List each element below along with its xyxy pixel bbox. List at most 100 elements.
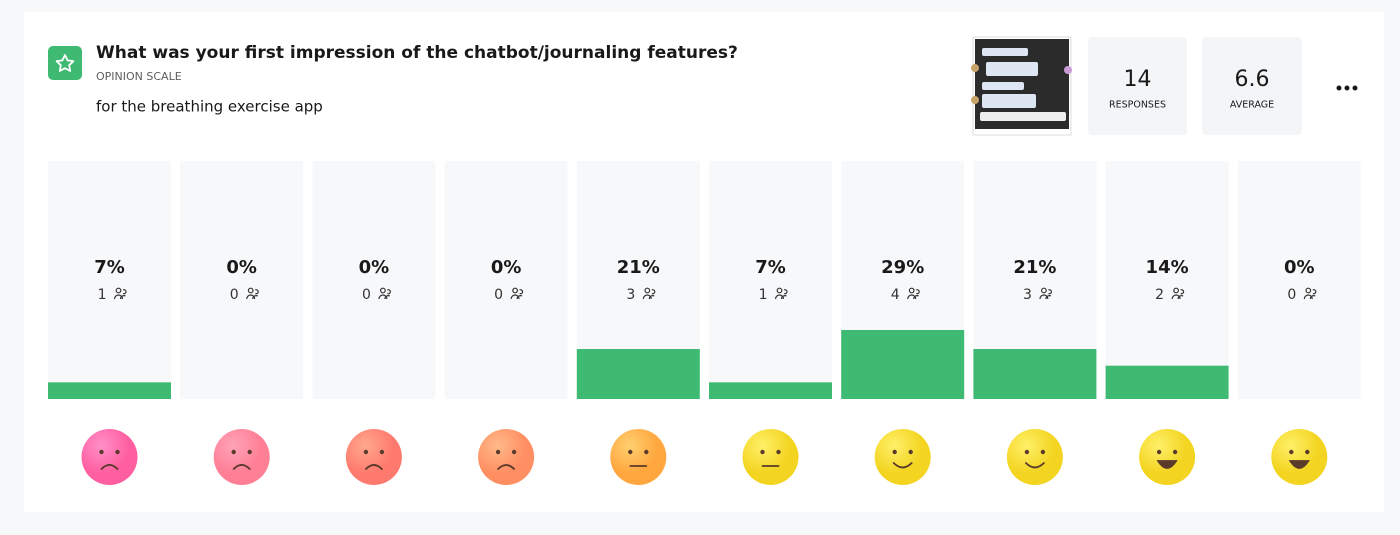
face-eye: [363, 449, 369, 455]
people-icon: [1303, 287, 1317, 300]
face-mouth: [497, 464, 515, 470]
face-eye: [908, 449, 913, 455]
face-eye: [776, 449, 781, 455]
more-menu[interactable]: [1336, 85, 1358, 91]
star-icon: [55, 54, 75, 72]
chat-bubble: [982, 94, 1036, 108]
option-column: [1105, 161, 1229, 399]
face-mouth: [232, 464, 251, 470]
response-count: 1: [98, 287, 107, 303]
question-type: OPINION SCALE: [96, 70, 182, 83]
face-eye: [628, 449, 633, 455]
question-title: What was your first impression of the ch…: [96, 43, 738, 63]
avatar: [1064, 66, 1072, 74]
people-icon: [774, 287, 788, 300]
face-eye: [892, 449, 897, 455]
face-eye: [760, 449, 765, 455]
face: [213, 429, 270, 485]
face-mouth: [892, 462, 913, 469]
face-eye: [1024, 449, 1030, 455]
option-column: [444, 161, 568, 399]
people-icon: [510, 287, 524, 300]
thumbnail[interactable]: [971, 36, 1072, 136]
people-icon: [907, 287, 920, 300]
response-count: 4: [891, 287, 900, 303]
percent-label: 21%: [1013, 257, 1056, 278]
bar: [1105, 365, 1229, 399]
percent-label: 0%: [359, 257, 390, 278]
percent-label: 0%: [226, 257, 257, 278]
percent-label: 0%: [1284, 257, 1315, 278]
option-column: [180, 161, 304, 399]
menu-dot: [1336, 85, 1342, 91]
face-mouth: [1288, 460, 1310, 469]
question-description: for the breathing exercise app: [96, 98, 323, 116]
face-eye: [1156, 449, 1162, 455]
bar: [841, 329, 965, 399]
face-eye: [247, 449, 252, 455]
response-count: 0: [230, 287, 239, 303]
face: [874, 429, 931, 485]
face-eye: [511, 449, 517, 455]
people-icon: [246, 287, 259, 300]
face: [610, 429, 667, 485]
stat-box: [1202, 37, 1302, 135]
response-count: 3: [1023, 287, 1032, 303]
people-icon: [378, 287, 391, 300]
face-eye: [1289, 449, 1294, 455]
stat-box: [1088, 37, 1187, 135]
face-eye: [1305, 449, 1310, 455]
option-column: [1237, 161, 1361, 399]
stat-label: AVERAGE: [1230, 100, 1274, 111]
percent-label: 7%: [755, 257, 786, 278]
face-eye: [495, 449, 501, 455]
response-count: 1: [759, 287, 768, 303]
menu-dot: [1352, 85, 1358, 91]
percent-label: 0%: [491, 257, 522, 278]
face: [1006, 429, 1063, 485]
face-eye: [644, 449, 649, 455]
chat-input: [980, 112, 1066, 121]
chat-bubble: [982, 82, 1024, 90]
face-eye: [379, 449, 385, 455]
people-icon: [113, 287, 127, 300]
response-count: 0: [362, 287, 371, 303]
chat-bubble: [986, 62, 1038, 76]
percent-label: 29%: [881, 257, 924, 278]
response-count: 0: [494, 287, 503, 303]
response-count: 3: [626, 287, 635, 303]
face-eye: [99, 449, 104, 455]
percent-label: 21%: [617, 257, 660, 278]
avatar: [971, 96, 979, 104]
face-mouth: [1156, 460, 1178, 469]
response-count: 2: [1155, 287, 1164, 303]
stat-value: 6.6: [1235, 67, 1270, 92]
option-column: [709, 161, 832, 399]
face: [81, 429, 138, 485]
bar: [973, 349, 1097, 399]
face: [742, 429, 799, 485]
people-icon: [642, 287, 656, 300]
face-mouth: [1025, 462, 1045, 469]
response-count: 0: [1287, 287, 1296, 303]
face: [345, 429, 402, 485]
menu-dot: [1344, 85, 1350, 91]
face-mouth: [100, 464, 119, 470]
face-eye: [115, 449, 120, 455]
bar: [48, 382, 171, 399]
face-eye: [231, 449, 236, 455]
bar: [576, 349, 700, 399]
bar: [709, 382, 832, 399]
face-eye: [1040, 449, 1046, 455]
stat-value: 14: [1124, 67, 1152, 92]
percent-label: 14%: [1146, 257, 1189, 278]
face: [1271, 429, 1328, 485]
chat-bubble: [982, 48, 1028, 56]
percent-label: 7%: [94, 257, 125, 278]
option-column: [48, 161, 171, 399]
option-column: [312, 161, 436, 399]
people-icon: [1039, 287, 1052, 300]
face: [478, 429, 535, 485]
